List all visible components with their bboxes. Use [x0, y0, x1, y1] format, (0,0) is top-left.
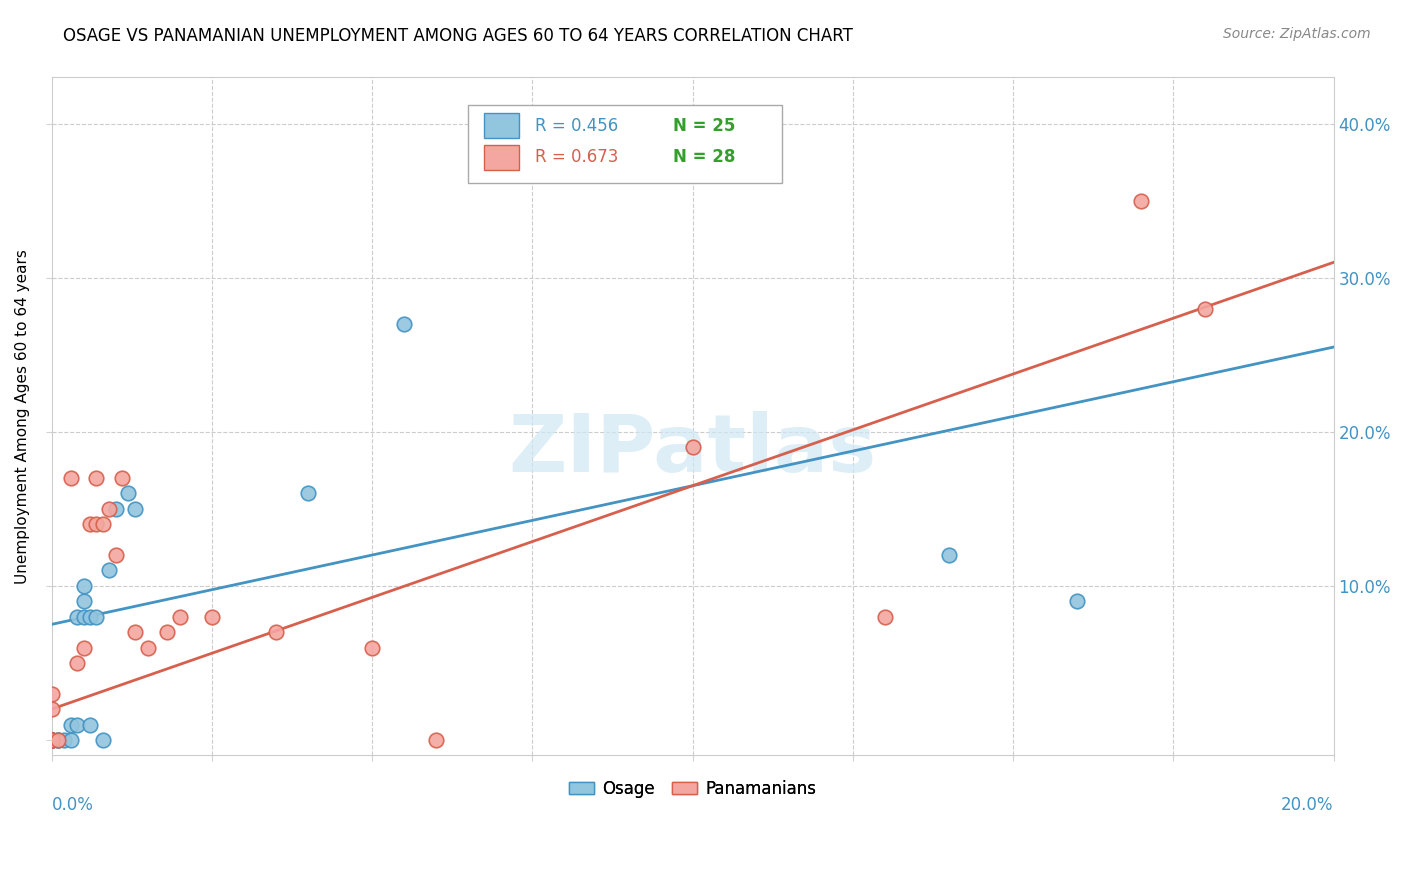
- Point: [66, 656, 89, 670]
- Point: [425, 733, 447, 747]
- Point: [41, 702, 63, 716]
- Point: [41, 687, 63, 701]
- Point: [41, 733, 63, 747]
- Point: [79, 609, 101, 624]
- Point: [1194, 301, 1216, 316]
- Point: [41, 733, 63, 747]
- Point: [297, 486, 319, 500]
- Point: [86, 517, 108, 532]
- Point: [104, 501, 127, 516]
- Point: [41, 733, 63, 747]
- Point: [124, 501, 146, 516]
- Point: [104, 548, 127, 562]
- Point: [66, 609, 89, 624]
- Text: R = 0.673: R = 0.673: [534, 148, 619, 167]
- Point: [59, 717, 82, 731]
- Point: [682, 440, 704, 454]
- Point: [938, 548, 960, 562]
- Point: [66, 717, 89, 731]
- Legend: Osage, Panamanians: Osage, Panamanians: [562, 773, 823, 805]
- Point: [79, 517, 101, 532]
- Point: [53, 733, 76, 747]
- Point: [98, 501, 121, 516]
- Text: R = 0.456: R = 0.456: [534, 117, 619, 135]
- Bar: [484, 145, 519, 170]
- FancyBboxPatch shape: [468, 104, 782, 183]
- Text: OSAGE VS PANAMANIAN UNEMPLOYMENT AMONG AGES 60 TO 64 YEARS CORRELATION CHART: OSAGE VS PANAMANIAN UNEMPLOYMENT AMONG A…: [63, 27, 853, 45]
- Point: [1130, 194, 1153, 208]
- Point: [46, 733, 69, 747]
- Point: [72, 640, 94, 655]
- Point: [361, 640, 384, 655]
- Point: [41, 733, 63, 747]
- Point: [72, 609, 94, 624]
- Point: [79, 717, 101, 731]
- Point: [169, 609, 191, 624]
- Point: [124, 625, 146, 640]
- Point: [46, 733, 69, 747]
- Point: [59, 471, 82, 485]
- Bar: [484, 112, 519, 138]
- Point: [201, 609, 224, 624]
- Point: [46, 733, 69, 747]
- Point: [59, 733, 82, 747]
- Point: [91, 517, 114, 532]
- Text: ZIPatlas: ZIPatlas: [509, 411, 877, 490]
- Point: [873, 609, 896, 624]
- Point: [117, 486, 139, 500]
- Text: N = 25: N = 25: [673, 117, 735, 135]
- Text: N = 28: N = 28: [673, 148, 735, 167]
- Text: 20.0%: 20.0%: [1281, 796, 1334, 814]
- Point: [136, 640, 159, 655]
- Point: [72, 594, 94, 608]
- Point: [91, 733, 114, 747]
- Point: [86, 471, 108, 485]
- Text: 0.0%: 0.0%: [52, 796, 93, 814]
- Point: [156, 625, 179, 640]
- Point: [264, 625, 287, 640]
- Point: [392, 317, 415, 331]
- Point: [72, 579, 94, 593]
- Y-axis label: Unemployment Among Ages 60 to 64 years: Unemployment Among Ages 60 to 64 years: [15, 249, 30, 584]
- Point: [1066, 594, 1088, 608]
- Point: [41, 733, 63, 747]
- Text: Source: ZipAtlas.com: Source: ZipAtlas.com: [1223, 27, 1371, 41]
- Point: [86, 609, 108, 624]
- Point: [111, 471, 134, 485]
- Point: [98, 564, 121, 578]
- Point: [41, 733, 63, 747]
